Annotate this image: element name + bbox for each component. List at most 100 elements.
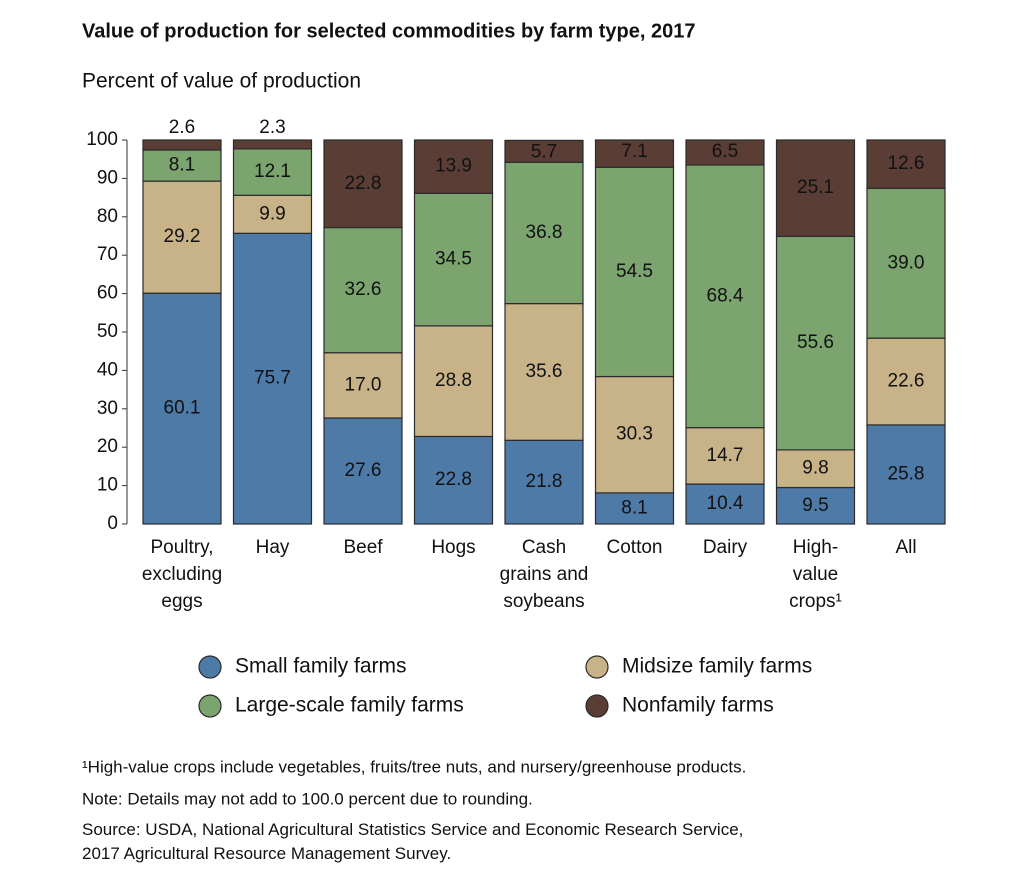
bar-segment (413, 325, 494, 438)
x-tick-label: Cotton (607, 537, 663, 558)
x-tick-label: Dairy (703, 537, 748, 558)
bar-segment (866, 187, 946, 339)
y-tick-label: 30 (97, 398, 118, 419)
x-tick-label: Beef (343, 537, 383, 558)
data-label: 22.6 (888, 371, 925, 392)
y-tick-label: 50 (97, 321, 118, 342)
y-tick-label: 60 (97, 283, 118, 304)
bar-segment (594, 139, 675, 168)
data-label: 10.4 (707, 493, 744, 514)
source: Source: USDA, National Agricultural Stat… (82, 820, 743, 863)
bar-segment (775, 235, 856, 451)
legend-marker (198, 694, 222, 718)
bar-segment (323, 352, 403, 419)
bar-segment (594, 492, 675, 525)
data-label: 9.8 (802, 458, 828, 479)
data-label: 8.1 (169, 155, 195, 176)
data-label: 7.1 (621, 141, 647, 162)
data-label: 55.6 (797, 332, 834, 353)
bar-segment (232, 148, 313, 196)
bar-segment (142, 292, 222, 525)
bar-segment (142, 139, 222, 151)
data-label: 9.5 (802, 495, 828, 516)
bar-segment (775, 486, 856, 525)
data-label: 14.7 (707, 445, 744, 466)
x-tick-label: Hogs (431, 537, 475, 558)
y-tick-label: 100 (86, 129, 118, 150)
data-label: 21.8 (526, 471, 563, 492)
bar-segment (413, 139, 494, 194)
y-tick-label: 20 (97, 436, 118, 457)
bar-segment (685, 427, 765, 485)
y-tick-label: 40 (97, 359, 118, 380)
y-tick-label: 0 (107, 513, 118, 534)
y-tick-label: 70 (97, 244, 118, 265)
footnote: ¹High-value crops include vegetables, fr… (82, 757, 746, 776)
legend-marker (198, 655, 222, 679)
data-label: 17.0 (345, 374, 382, 395)
bar-segment (232, 194, 313, 234)
x-tick-label: Cash grains and soybeans (500, 537, 589, 612)
y-tick-label: 80 (97, 206, 118, 227)
bar-segment (685, 139, 765, 166)
y-tick-label: 10 (97, 475, 118, 496)
data-label: 12.6 (888, 153, 925, 174)
bar-segment (413, 192, 494, 327)
data-label: 34.5 (435, 249, 472, 270)
data-label: 6.5 (712, 141, 738, 162)
bar-segment (504, 302, 584, 441)
data-label: 54.5 (616, 261, 653, 282)
bar-segment (323, 417, 403, 525)
data-label: 13.9 (435, 156, 472, 177)
data-label: 75.7 (254, 368, 291, 389)
x-tick-label: Poultry, excluding eggs (142, 537, 222, 612)
bar-segment (504, 139, 584, 163)
legend-label: Small family farms (235, 655, 407, 678)
y-tick-label: 90 (97, 167, 118, 188)
data-label: 32.6 (345, 279, 382, 300)
bar-segment (323, 139, 403, 229)
chart-subtitle: Percent of value of production (82, 70, 361, 93)
data-label: 25.1 (797, 177, 834, 198)
legend-label: Nonfamily farms (622, 694, 774, 717)
bar-segment (685, 164, 765, 429)
bar-segment (413, 435, 494, 525)
bar-segment (504, 161, 584, 305)
note: Note: Details may not add to 100.0 perce… (82, 789, 533, 808)
x-tick-label: Hay (256, 537, 290, 558)
legend-marker (585, 655, 609, 679)
data-label: 39.0 (888, 252, 925, 273)
data-label: 28.8 (435, 370, 472, 391)
bar-segment (594, 375, 675, 494)
data-label: 12.1 (254, 161, 291, 182)
bar-segment (594, 166, 675, 378)
bar-segment (685, 483, 765, 525)
data-label: 25.8 (888, 463, 925, 484)
data-label: 27.6 (345, 460, 382, 481)
data-label: 22.8 (435, 469, 472, 490)
data-label: 9.9 (259, 203, 285, 224)
data-label: 30.3 (616, 424, 653, 445)
data-label: 2.3 (259, 117, 285, 138)
legend-label: Midsize family farms (622, 655, 812, 678)
bar-segment (866, 139, 946, 189)
data-label: 2.6 (169, 117, 195, 138)
data-label: 60.1 (164, 398, 201, 419)
legend-label: Large-scale family farms (235, 694, 464, 717)
data-label: 8.1 (621, 497, 647, 518)
bar-segment (775, 139, 856, 237)
x-tick-label: High-value crops¹ (789, 537, 842, 612)
bar-segment (504, 439, 584, 525)
bar-segment (866, 424, 946, 525)
data-label: 68.4 (707, 285, 744, 306)
data-label: 35.6 (526, 361, 563, 382)
data-label: 22.8 (345, 173, 382, 194)
data-label: 36.8 (526, 222, 563, 243)
bar-segment (232, 139, 313, 150)
legend-marker (585, 694, 609, 718)
data-label: 29.2 (164, 226, 201, 247)
bar-segment (866, 337, 946, 426)
chart-title: Value of production for selected commodi… (82, 20, 696, 42)
data-label: 5.7 (531, 141, 557, 162)
